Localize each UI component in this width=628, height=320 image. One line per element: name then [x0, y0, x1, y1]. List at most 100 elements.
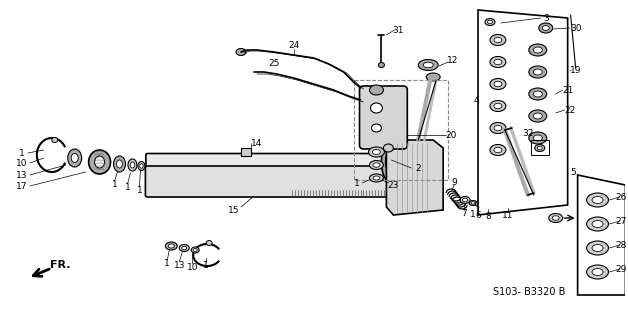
Text: 13: 13: [16, 171, 28, 180]
Text: 32: 32: [522, 129, 534, 138]
Ellipse shape: [372, 149, 381, 155]
Ellipse shape: [533, 113, 542, 119]
Ellipse shape: [529, 110, 547, 122]
FancyBboxPatch shape: [146, 166, 388, 197]
Text: 22: 22: [564, 106, 575, 115]
Ellipse shape: [529, 88, 547, 100]
Ellipse shape: [386, 151, 396, 173]
Ellipse shape: [68, 149, 82, 167]
Ellipse shape: [533, 91, 542, 97]
Ellipse shape: [369, 174, 384, 182]
Ellipse shape: [490, 100, 506, 111]
Ellipse shape: [485, 19, 495, 26]
Ellipse shape: [117, 160, 122, 168]
Text: 1: 1: [354, 179, 359, 188]
Ellipse shape: [490, 78, 506, 90]
Ellipse shape: [552, 216, 559, 220]
Text: 26: 26: [615, 193, 627, 202]
Ellipse shape: [193, 249, 197, 252]
Text: 7: 7: [461, 209, 467, 218]
Ellipse shape: [471, 202, 475, 204]
Ellipse shape: [549, 213, 563, 222]
Ellipse shape: [484, 203, 492, 209]
Text: 23: 23: [387, 180, 399, 189]
Text: 31: 31: [392, 26, 404, 35]
Ellipse shape: [460, 196, 470, 204]
Ellipse shape: [71, 154, 78, 163]
Ellipse shape: [89, 150, 111, 174]
Ellipse shape: [490, 57, 506, 68]
Ellipse shape: [51, 138, 58, 142]
Text: 10: 10: [187, 262, 198, 271]
Ellipse shape: [371, 103, 382, 113]
Ellipse shape: [191, 247, 199, 253]
Ellipse shape: [379, 62, 384, 68]
Text: 15: 15: [229, 205, 240, 214]
Ellipse shape: [478, 203, 482, 205]
Ellipse shape: [533, 69, 542, 75]
Text: 19: 19: [570, 66, 582, 75]
Ellipse shape: [592, 220, 603, 228]
Ellipse shape: [533, 47, 542, 53]
Ellipse shape: [168, 244, 175, 248]
Ellipse shape: [535, 145, 544, 151]
Text: 28: 28: [615, 241, 627, 250]
Ellipse shape: [475, 201, 484, 207]
Ellipse shape: [384, 144, 393, 152]
Text: 13: 13: [173, 260, 185, 269]
Text: 10: 10: [16, 158, 28, 167]
Ellipse shape: [529, 66, 547, 78]
Ellipse shape: [587, 217, 609, 231]
Ellipse shape: [494, 37, 502, 43]
Ellipse shape: [114, 156, 126, 172]
Text: 1: 1: [203, 260, 209, 269]
Ellipse shape: [542, 26, 550, 30]
Text: 4: 4: [474, 95, 479, 105]
Ellipse shape: [369, 147, 384, 157]
Ellipse shape: [587, 193, 609, 207]
FancyBboxPatch shape: [146, 154, 388, 170]
Text: 14: 14: [251, 139, 263, 148]
Ellipse shape: [533, 135, 542, 141]
Ellipse shape: [426, 73, 440, 81]
Text: 30: 30: [570, 23, 582, 33]
Ellipse shape: [179, 244, 189, 252]
Ellipse shape: [494, 125, 502, 131]
Ellipse shape: [236, 49, 246, 55]
Text: 11: 11: [502, 211, 514, 220]
Text: 24: 24: [288, 41, 300, 50]
Text: 6: 6: [475, 211, 481, 220]
FancyBboxPatch shape: [359, 86, 408, 149]
Ellipse shape: [373, 176, 380, 180]
Ellipse shape: [490, 123, 506, 133]
Ellipse shape: [463, 198, 468, 202]
Ellipse shape: [130, 162, 134, 168]
Text: 25: 25: [268, 59, 279, 68]
Ellipse shape: [587, 265, 609, 279]
Text: 1: 1: [470, 210, 476, 219]
Ellipse shape: [381, 142, 399, 182]
Ellipse shape: [539, 23, 553, 33]
Ellipse shape: [529, 44, 547, 56]
Ellipse shape: [469, 201, 477, 205]
Ellipse shape: [490, 35, 506, 45]
Ellipse shape: [485, 204, 490, 207]
Ellipse shape: [206, 241, 212, 245]
Ellipse shape: [494, 147, 502, 153]
Ellipse shape: [369, 85, 384, 95]
Ellipse shape: [592, 244, 603, 252]
Ellipse shape: [538, 146, 542, 150]
Polygon shape: [478, 10, 568, 215]
Ellipse shape: [529, 132, 547, 144]
Ellipse shape: [490, 145, 506, 156]
Text: 1: 1: [165, 259, 170, 268]
FancyBboxPatch shape: [241, 148, 251, 156]
Text: 2: 2: [416, 164, 421, 172]
Ellipse shape: [181, 246, 187, 250]
Ellipse shape: [494, 59, 502, 65]
Text: 3: 3: [543, 13, 549, 22]
Text: 27: 27: [615, 217, 627, 226]
Ellipse shape: [587, 241, 609, 255]
Ellipse shape: [372, 124, 381, 132]
Text: 21: 21: [562, 85, 573, 94]
